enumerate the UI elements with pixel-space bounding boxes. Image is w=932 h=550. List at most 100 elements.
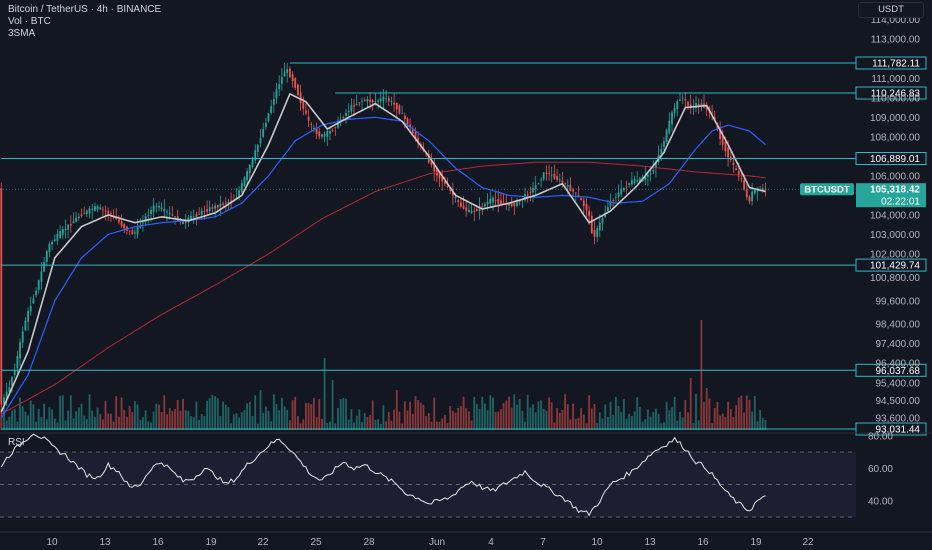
candle-body	[588, 210, 590, 217]
candle-body	[270, 106, 273, 113]
candle-body	[53, 239, 56, 242]
volume-bar	[615, 396, 617, 430]
candle-body	[753, 189, 756, 194]
volume-bar	[663, 422, 665, 430]
time-axis[interactable]: 10 13 16 19 22 25 28 Jun 4 7 10 13 16 19 22	[0, 531, 932, 548]
volume-bar	[243, 410, 246, 430]
volume-bar	[540, 400, 542, 430]
volume-bar	[761, 417, 764, 430]
candle-body	[67, 224, 69, 230]
volume-bar	[647, 409, 649, 430]
volume-bar	[382, 405, 385, 430]
volume-bar	[729, 409, 732, 430]
volume-bar	[69, 395, 72, 430]
volume-bar	[545, 410, 548, 430]
volume-bar	[393, 409, 395, 430]
level-tag	[855, 258, 927, 272]
candle-body	[580, 198, 582, 201]
candle-body	[612, 200, 615, 201]
sma-legend[interactable]: 3SMA	[8, 28, 36, 39]
volume-bar	[171, 410, 174, 430]
horizontal-levels[interactable]: 111,782.11 110,246.83 106,889.01 101,429.74…	[0, 56, 927, 436]
candle-body	[444, 181, 446, 184]
candle-body	[302, 101, 305, 109]
price-axis[interactable]: 114,000.00 113,000.00 111,000.00 110,000.00…	[870, 15, 920, 424]
candle-body	[171, 214, 174, 216]
volume-bar	[462, 396, 465, 430]
volume-bar	[302, 419, 305, 430]
volume-bar	[77, 407, 80, 430]
volume-bar	[294, 397, 297, 430]
volume-bar	[142, 417, 144, 430]
volume-bar	[465, 408, 468, 430]
volume-bar	[644, 419, 647, 430]
candle-body	[265, 122, 267, 128]
candle-body	[526, 194, 529, 196]
time-tick-label: 19	[205, 537, 217, 548]
volume-bar	[313, 397, 315, 430]
candle-body	[676, 101, 679, 109]
volume-legend[interactable]: Vol · BTC	[8, 16, 51, 27]
candle-body	[489, 198, 492, 204]
volume-bar	[155, 403, 158, 430]
candle-body	[508, 202, 510, 206]
candle-body	[123, 224, 126, 229]
volume-bar	[764, 420, 767, 430]
candle-body	[91, 209, 94, 211]
volume-bar	[596, 422, 599, 430]
candle-body	[577, 195, 580, 197]
volume-bar	[174, 409, 176, 430]
symbol-title[interactable]: Bitcoin / TetherUS · 4h · BINANCE	[8, 4, 162, 15]
volume-bar	[134, 401, 136, 430]
level-tag	[855, 56, 927, 70]
volume-bar	[51, 409, 53, 430]
volume-bar	[505, 400, 508, 430]
current-price-label: 105,318.42	[870, 185, 920, 196]
volume-bar	[310, 404, 313, 430]
candle-body	[604, 212, 607, 218]
candle-body	[361, 100, 363, 102]
volume-bar	[339, 399, 342, 430]
candle-body	[27, 311, 29, 322]
candle-body	[192, 216, 195, 218]
candle-body	[174, 216, 176, 218]
volume-bar	[564, 394, 566, 430]
volume-bar	[652, 411, 655, 430]
currency-button[interactable]: USDT	[858, 2, 924, 18]
volume-bar	[468, 411, 470, 430]
volume-bar	[452, 410, 454, 430]
price-tick-label: 106,000.00	[870, 171, 920, 182]
candle-body	[120, 221, 123, 227]
volume-bar	[366, 417, 369, 430]
volume-bar	[516, 404, 518, 430]
candle-body	[516, 200, 518, 206]
volume-bar	[208, 398, 211, 430]
candle-body	[684, 99, 687, 101]
volume-bar	[369, 415, 371, 430]
volume-bar	[85, 418, 88, 430]
volume-bar	[289, 420, 291, 430]
candle-body	[190, 215, 192, 221]
volume-bar	[425, 416, 428, 430]
rsi-tick-label: 80.00	[868, 431, 893, 442]
candle-body	[438, 173, 441, 179]
volume-bar	[281, 397, 283, 430]
volume-bars	[0, 320, 767, 430]
time-tick-label: 4	[488, 537, 494, 548]
volume-bar	[270, 421, 273, 430]
candle-body	[297, 84, 299, 96]
volume-bar	[227, 407, 230, 430]
candle-body	[48, 243, 51, 253]
volume-bar	[679, 411, 681, 430]
volume-bar	[326, 422, 329, 430]
candle-body	[96, 206, 99, 210]
candle-body	[524, 194, 526, 201]
level-tag-label: 110,246.83	[871, 89, 921, 100]
rsi-pane: 80.00 60.00 40.00	[0, 431, 932, 518]
candle-body	[430, 160, 433, 165]
candle-body	[5, 391, 8, 400]
rsi-tick-label: 60.00	[868, 464, 893, 475]
candle-body	[307, 116, 310, 121]
rsi-legend[interactable]: RSI	[8, 437, 25, 448]
